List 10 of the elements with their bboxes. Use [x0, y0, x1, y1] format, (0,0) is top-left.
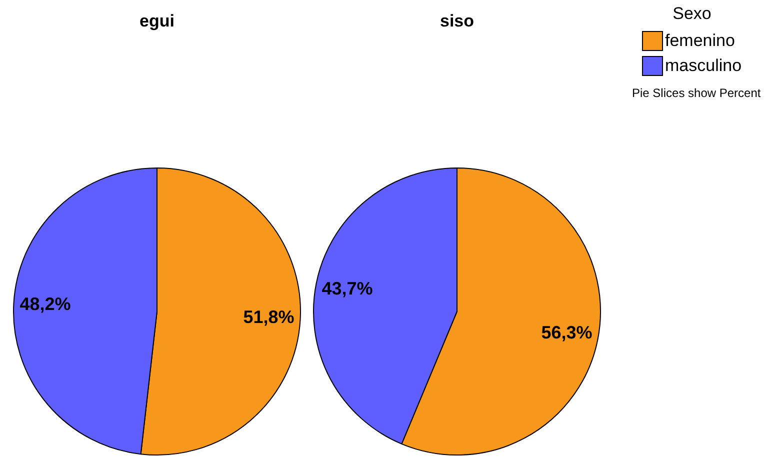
legend-label: femenino — [665, 30, 735, 50]
data-label: 56,3% — [541, 322, 592, 342]
chart-title: egui — [140, 12, 174, 31]
legend-title: Sexo — [672, 4, 712, 24]
chart-title: siso — [440, 12, 474, 31]
data-label: 43,7% — [322, 278, 373, 298]
data-label: 48,2% — [20, 294, 71, 314]
text: Pie Slices show Percent — [632, 86, 762, 100]
legend-label: masculino — [665, 56, 742, 76]
data-label: 51,8% — [243, 306, 294, 327]
